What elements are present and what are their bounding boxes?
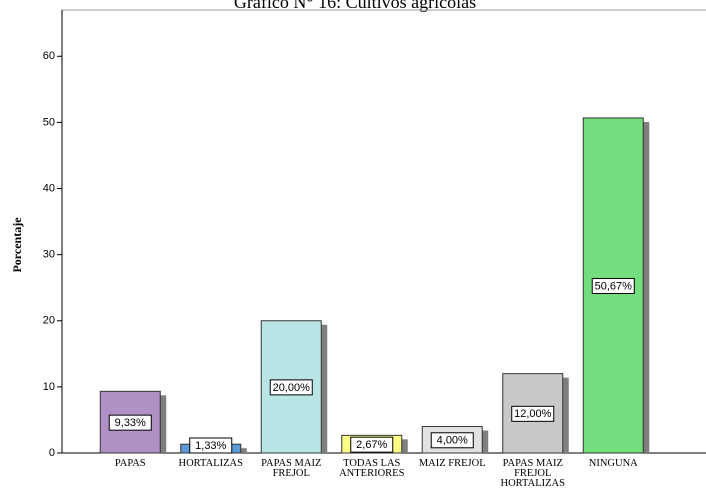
chart-title: Gráfico N° 16: Cultivos agrícolas (234, 0, 476, 12)
x-tick-label: TODAS LAS ANTERIORES (339, 458, 405, 479)
value-label-box (269, 379, 313, 396)
value-label-box (189, 437, 233, 454)
value-label: 4,00% (437, 435, 468, 447)
y-tick-label: 0 (49, 447, 55, 459)
value-label-box (430, 432, 474, 449)
x-tick-label: PAPAS MAIZ FREJOL (261, 458, 322, 479)
x-tick-label: MAIZ FREJOL (418, 458, 486, 469)
y-tick-label: 60 (43, 50, 55, 62)
x-tick-label: HORTALIZAS (178, 458, 243, 469)
value-label: 20,00% (273, 382, 311, 394)
x-tick-label: NINGUNA (588, 458, 638, 469)
value-label-box (108, 414, 152, 431)
y-tick-label: 30 (43, 249, 55, 261)
y-tick-label: 20 (43, 315, 55, 327)
value-label: 50,67% (595, 280, 633, 292)
value-label: 1,33% (195, 440, 226, 452)
x-tick-label: PAPAS MAIZ FREJOL HORTALIZAS (500, 458, 565, 489)
x-tick-label: PAPAS (114, 458, 146, 469)
value-label-box (591, 277, 635, 294)
value-label: 12,00% (514, 408, 552, 420)
value-label: 2,67% (356, 439, 387, 451)
value-label-box (511, 405, 555, 422)
value-label: 9,33% (115, 417, 146, 429)
y-tick-label: 40 (43, 182, 55, 194)
y-axis-label: Porcentaje (10, 217, 24, 273)
y-tick-label: 10 (43, 381, 55, 393)
y-tick-label: 50 (43, 116, 55, 128)
value-label-box (350, 436, 394, 453)
